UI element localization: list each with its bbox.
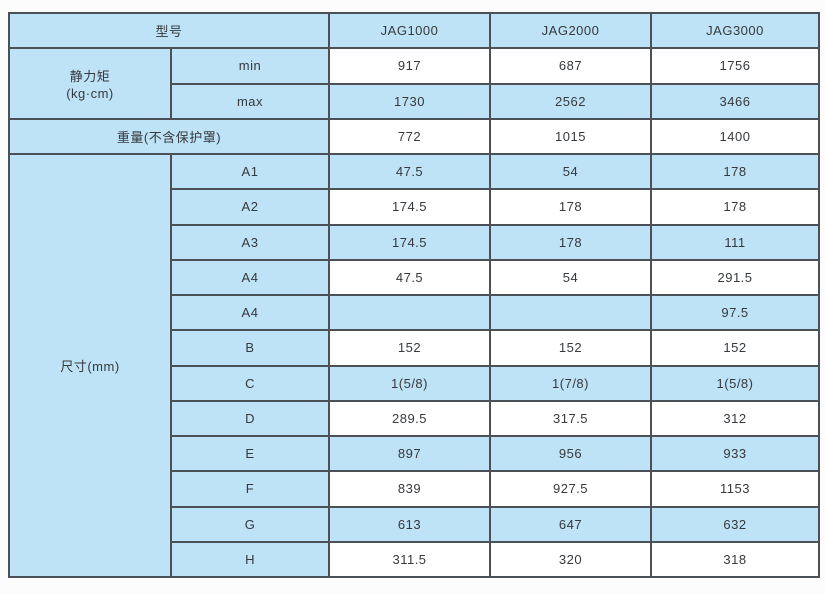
dim-param: A3 bbox=[169, 223, 331, 261]
dim-row-a4b: A4 97.5 bbox=[9, 293, 821, 332]
min-value-jag1000: 917 bbox=[328, 47, 492, 85]
dim-row-e: E 897 956 933 bbox=[9, 434, 821, 473]
static-torque-unit: (kg·cm) bbox=[66, 86, 114, 101]
dim-value: 178 bbox=[650, 152, 821, 191]
dim-value: 956 bbox=[489, 434, 653, 473]
dim-row-d: D 289.5 317.5 312 bbox=[9, 399, 821, 438]
dim-value: 318 bbox=[650, 540, 821, 579]
dim-value: 174.5 bbox=[328, 188, 492, 226]
dim-value: 97.5 bbox=[650, 293, 821, 332]
dim-row-c: C 1(5/8) 1(7/8) 1(5/8) bbox=[9, 364, 821, 402]
dim-value: 1(5/8) bbox=[328, 364, 492, 402]
dim-row-f: F 839 927.5 1153 bbox=[9, 470, 821, 508]
spec-table: 型号 JAG1000 JAG2000 JAG3000 静力矩 (kg·cm) m… bbox=[7, 11, 821, 579]
model-header-label: 型号 bbox=[7, 11, 331, 50]
max-value-jag3000: 3466 bbox=[650, 82, 821, 120]
dim-value: 152 bbox=[650, 329, 821, 367]
dim-param: A2 bbox=[169, 188, 331, 226]
dim-value: 317.5 bbox=[489, 399, 653, 438]
dim-value: 291.5 bbox=[650, 258, 821, 297]
dim-value: 174.5 bbox=[328, 223, 492, 261]
dim-value: 111 bbox=[650, 223, 821, 261]
dim-value: 933 bbox=[650, 434, 821, 473]
dim-row-g: G 613 647 632 bbox=[9, 505, 821, 543]
dim-param: E bbox=[169, 434, 331, 473]
header-row: 型号 JAG1000 JAG2000 JAG3000 bbox=[7, 11, 821, 50]
dim-value bbox=[328, 293, 492, 332]
dimensions-label: 尺寸(mm) bbox=[8, 153, 172, 578]
model-name-jag2000: JAG2000 bbox=[489, 11, 653, 50]
dim-value: 927.5 bbox=[489, 470, 653, 508]
dim-value: 47.5 bbox=[328, 258, 492, 297]
dim-row-a3: A3 174.5 178 111 bbox=[9, 223, 821, 261]
min-value-jag2000: 687 bbox=[489, 47, 653, 85]
static-torque-min-row: 静力矩 (kg·cm) min 917 687 1756 bbox=[8, 47, 821, 120]
dim-value: 312 bbox=[650, 399, 821, 438]
dim-param: A1 bbox=[169, 152, 331, 191]
dim-row-b: B 152 152 152 bbox=[9, 329, 821, 367]
dim-value: 152 bbox=[328, 329, 492, 367]
min-value-jag3000: 1756 bbox=[650, 47, 821, 85]
dim-value: 839 bbox=[328, 470, 492, 508]
dim-param: D bbox=[169, 399, 331, 438]
min-label: min bbox=[169, 47, 331, 85]
max-label: max bbox=[169, 82, 331, 120]
dim-value: 54 bbox=[489, 152, 653, 191]
dim-value: 178 bbox=[489, 223, 653, 261]
static-torque-max-row: max 1730 2562 3466 bbox=[9, 82, 821, 120]
dim-value: 178 bbox=[489, 188, 653, 226]
dim-row-a4: A4 47.5 54 291.5 bbox=[9, 258, 821, 297]
dim-value: 47.5 bbox=[328, 152, 492, 191]
dim-row-a2: A2 174.5 178 178 bbox=[9, 188, 821, 226]
dim-value bbox=[489, 293, 653, 332]
dim-param: B bbox=[169, 329, 331, 367]
dim-value: 311.5 bbox=[328, 540, 492, 579]
weight-value-jag1000: 772 bbox=[328, 117, 492, 156]
weight-label: 重量(不含保护罩) bbox=[7, 117, 331, 156]
dim-param: F bbox=[169, 470, 331, 508]
dim-value: 289.5 bbox=[328, 399, 492, 438]
dim-value: 1(7/8) bbox=[489, 364, 653, 402]
weight-value-jag2000: 1015 bbox=[489, 117, 653, 156]
dim-value: 647 bbox=[489, 505, 653, 543]
dim-row-h: H 311.5 320 318 bbox=[9, 540, 821, 579]
max-value-jag1000: 1730 bbox=[328, 82, 492, 120]
dim-param: A4 bbox=[169, 293, 331, 332]
dim-param: H bbox=[169, 540, 331, 579]
dim-value: 1(5/8) bbox=[650, 364, 821, 402]
model-name-jag3000: JAG3000 bbox=[650, 11, 821, 50]
dim-row-a1: 尺寸(mm) A1 47.5 54 178 bbox=[8, 152, 821, 578]
dim-value: 897 bbox=[328, 434, 492, 473]
dim-value: 152 bbox=[489, 329, 653, 367]
static-torque-name: 静力矩 bbox=[69, 69, 111, 84]
dim-value: 320 bbox=[489, 540, 653, 579]
max-value-jag2000: 2562 bbox=[489, 82, 653, 120]
weight-value-jag3000: 1400 bbox=[650, 117, 821, 156]
static-torque-label: 静力矩 (kg·cm) bbox=[8, 47, 172, 120]
dim-value: 178 bbox=[650, 188, 821, 226]
dim-value: 54 bbox=[489, 258, 653, 297]
model-name-jag1000: JAG1000 bbox=[328, 11, 492, 50]
dim-value: 632 bbox=[650, 505, 821, 543]
dim-value: 613 bbox=[328, 505, 492, 543]
dim-param: C bbox=[169, 364, 331, 402]
dim-value: 1153 bbox=[650, 470, 821, 508]
dim-param: A4 bbox=[169, 258, 331, 297]
dim-param: G bbox=[169, 505, 331, 543]
weight-row: 重量(不含保护罩) 772 1015 1400 bbox=[7, 117, 821, 156]
